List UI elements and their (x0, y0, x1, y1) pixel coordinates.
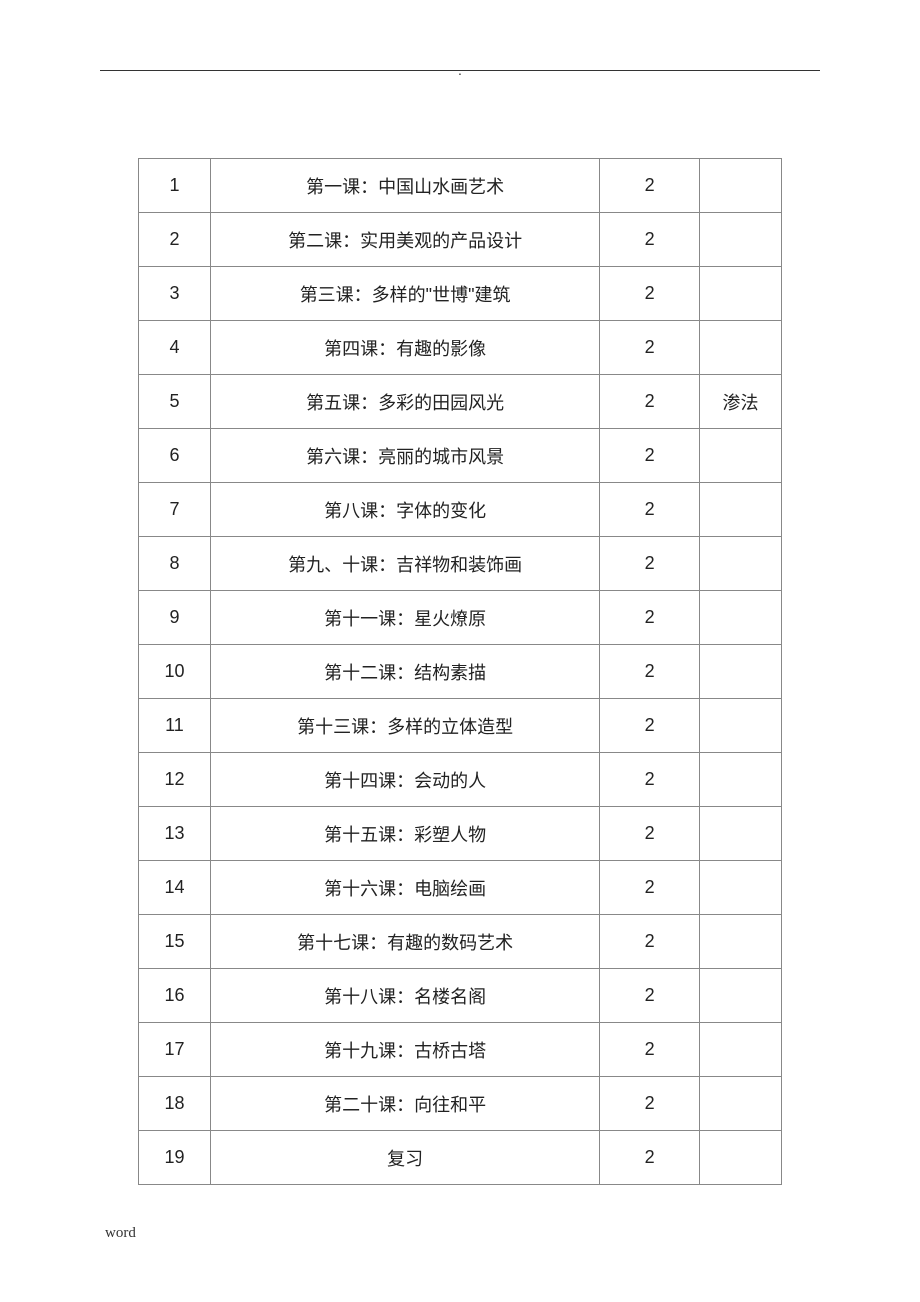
cell-hours: 2 (600, 537, 700, 591)
cell-hours: 2 (600, 321, 700, 375)
cell-hours: 2 (600, 213, 700, 267)
cell-hours: 2 (600, 1131, 700, 1185)
cell-title: 第一课：中国山水画艺术 (210, 159, 599, 213)
cell-note (700, 1077, 782, 1131)
cell-num: 8 (139, 537, 211, 591)
table-row: 18第二十课：向往和平2 (139, 1077, 782, 1131)
cell-note (700, 915, 782, 969)
lesson-table: 1第一课：中国山水画艺术22第二课：实用美观的产品设计23第三课：多样的"世博"… (138, 158, 782, 1185)
cell-title: 第十四课：会动的人 (210, 753, 599, 807)
cell-num: 3 (139, 267, 211, 321)
cell-note (700, 591, 782, 645)
cell-title: 第十七课：有趣的数码艺术 (210, 915, 599, 969)
cell-num: 4 (139, 321, 211, 375)
cell-note (700, 429, 782, 483)
cell-num: 12 (139, 753, 211, 807)
table-body: 1第一课：中国山水画艺术22第二课：实用美观的产品设计23第三课：多样的"世博"… (139, 159, 782, 1185)
table-row: 13第十五课：彩塑人物2 (139, 807, 782, 861)
cell-hours: 2 (600, 1023, 700, 1077)
table-row: 9第十一课：星火燎原2 (139, 591, 782, 645)
cell-hours: 2 (600, 915, 700, 969)
cell-num: 5 (139, 375, 211, 429)
table-row: 5第五课：多彩的田园风光2渗法 (139, 375, 782, 429)
table-row: 16第十八课：名楼名阁2 (139, 969, 782, 1023)
cell-title: 第十二课：结构素描 (210, 645, 599, 699)
table-row: 15第十七课：有趣的数码艺术2 (139, 915, 782, 969)
cell-title: 复习 (210, 1131, 599, 1185)
cell-num: 19 (139, 1131, 211, 1185)
cell-num: 1 (139, 159, 211, 213)
table-row: 4第四课：有趣的影像2 (139, 321, 782, 375)
cell-title: 第十五课：彩塑人物 (210, 807, 599, 861)
table-row: 11第十三课：多样的立体造型2 (139, 699, 782, 753)
cell-title: 第十六课：电脑绘画 (210, 861, 599, 915)
cell-hours: 2 (600, 969, 700, 1023)
cell-note (700, 159, 782, 213)
cell-title: 第三课：多样的"世博"建筑 (210, 267, 599, 321)
cell-num: 7 (139, 483, 211, 537)
cell-note (700, 267, 782, 321)
cell-note (700, 321, 782, 375)
table-row: 17第十九课：古桥古塔2 (139, 1023, 782, 1077)
cell-note (700, 969, 782, 1023)
table-row: 1第一课：中国山水画艺术2 (139, 159, 782, 213)
cell-hours: 2 (600, 591, 700, 645)
table-row: 7第八课：字体的变化2 (139, 483, 782, 537)
header-line (100, 70, 820, 71)
cell-num: 9 (139, 591, 211, 645)
cell-num: 10 (139, 645, 211, 699)
cell-hours: 2 (600, 159, 700, 213)
cell-num: 18 (139, 1077, 211, 1131)
table-row: 8第九、十课：吉祥物和装饰画2 (139, 537, 782, 591)
table-row: 3第三课：多样的"世博"建筑2 (139, 267, 782, 321)
cell-num: 15 (139, 915, 211, 969)
table-row: 10第十二课：结构素描2 (139, 645, 782, 699)
cell-note (700, 753, 782, 807)
cell-title: 第九、十课：吉祥物和装饰画 (210, 537, 599, 591)
cell-title: 第六课：亮丽的城市风景 (210, 429, 599, 483)
cell-note (700, 861, 782, 915)
table-row: 19复习2 (139, 1131, 782, 1185)
cell-num: 2 (139, 213, 211, 267)
cell-title: 第二十课：向往和平 (210, 1077, 599, 1131)
cell-num: 6 (139, 429, 211, 483)
cell-hours: 2 (600, 753, 700, 807)
cell-num: 11 (139, 699, 211, 753)
cell-title: 第五课：多彩的田园风光 (210, 375, 599, 429)
cell-title: 第二课：实用美观的产品设计 (210, 213, 599, 267)
cell-note (700, 645, 782, 699)
cell-title: 第十八课：名楼名阁 (210, 969, 599, 1023)
cell-hours: 2 (600, 807, 700, 861)
cell-note (700, 1131, 782, 1185)
cell-note (700, 483, 782, 537)
cell-num: 13 (139, 807, 211, 861)
table-row: 6第六课：亮丽的城市风景2 (139, 429, 782, 483)
cell-hours: 2 (600, 429, 700, 483)
cell-hours: 2 (600, 267, 700, 321)
cell-num: 16 (139, 969, 211, 1023)
cell-num: 14 (139, 861, 211, 915)
table-row: 2第二课：实用美观的产品设计2 (139, 213, 782, 267)
cell-hours: 2 (600, 375, 700, 429)
cell-title: 第十一课：星火燎原 (210, 591, 599, 645)
cell-note (700, 1023, 782, 1077)
cell-note (700, 699, 782, 753)
footer-text: word (105, 1225, 136, 1242)
cell-note: 渗法 (700, 375, 782, 429)
table-row: 14第十六课：电脑绘画2 (139, 861, 782, 915)
table-row: 12第十四课：会动的人2 (139, 753, 782, 807)
cell-title: 第十九课：古桥古塔 (210, 1023, 599, 1077)
cell-hours: 2 (600, 699, 700, 753)
cell-hours: 2 (600, 861, 700, 915)
cell-note (700, 213, 782, 267)
cell-title: 第八课：字体的变化 (210, 483, 599, 537)
cell-hours: 2 (600, 645, 700, 699)
cell-hours: 2 (600, 1077, 700, 1131)
cell-title: 第四课：有趣的影像 (210, 321, 599, 375)
cell-num: 17 (139, 1023, 211, 1077)
cell-title: 第十三课：多样的立体造型 (210, 699, 599, 753)
cell-note (700, 537, 782, 591)
cell-note (700, 807, 782, 861)
cell-hours: 2 (600, 483, 700, 537)
